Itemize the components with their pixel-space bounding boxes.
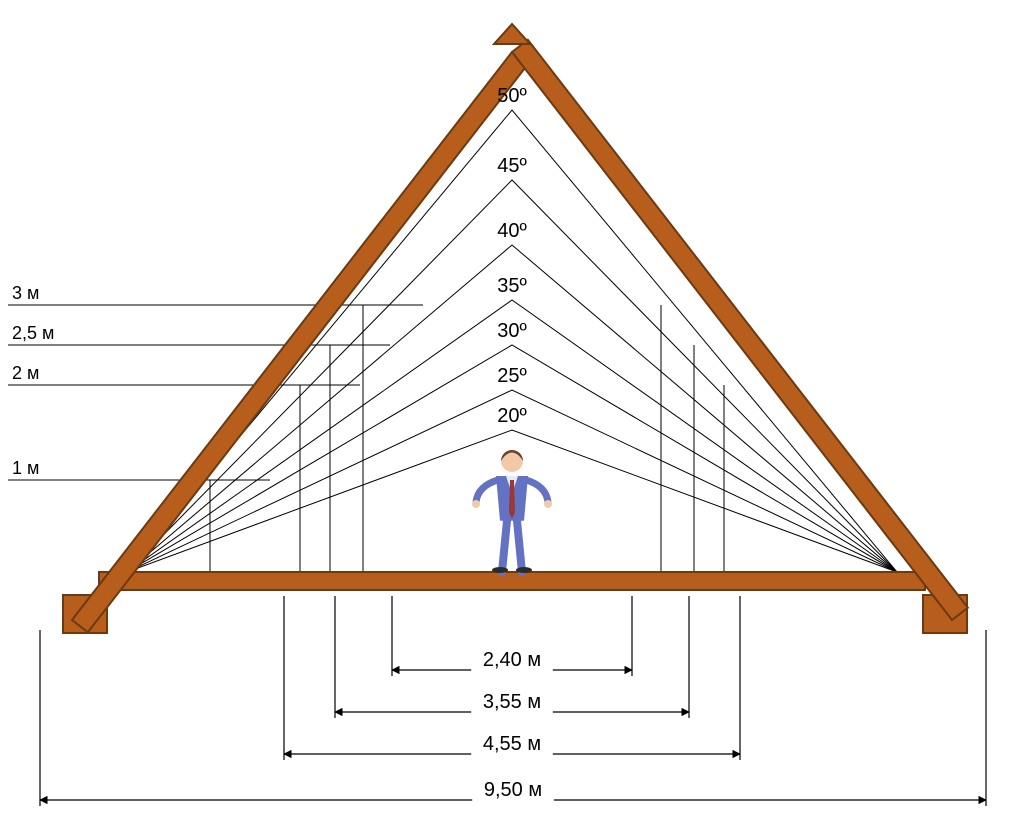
angle-label-45: 45º <box>497 155 527 177</box>
height-label-2: 2 м <box>12 363 39 383</box>
width-dim-1-label: 3,55 м <box>483 691 541 713</box>
angle-label-35: 35º <box>497 275 527 297</box>
angle-label-30: 30º <box>497 320 527 342</box>
floor-beam <box>99 572 925 590</box>
height-label-3: 1 м <box>12 458 39 478</box>
width-dim-2-label: 4,55 м <box>483 733 541 755</box>
height-label-1: 2,5 м <box>12 323 54 343</box>
angle-label-25: 25º <box>497 365 527 387</box>
width-dim-0-label: 2,40 м <box>483 649 541 671</box>
total-width-dim-label: 9,50 м <box>484 779 542 801</box>
angle-label-20: 20º <box>497 405 527 427</box>
roof-pitch-diagram: 2,40 м 3,55 м 4,55 м 9,50 м 50º 45º 40º 35º 30º 2… <box>0 0 1024 826</box>
height-label-0: 3 м <box>12 283 39 303</box>
angle-label-40: 40º <box>497 220 527 242</box>
angle-label-50: 50º <box>497 85 527 107</box>
